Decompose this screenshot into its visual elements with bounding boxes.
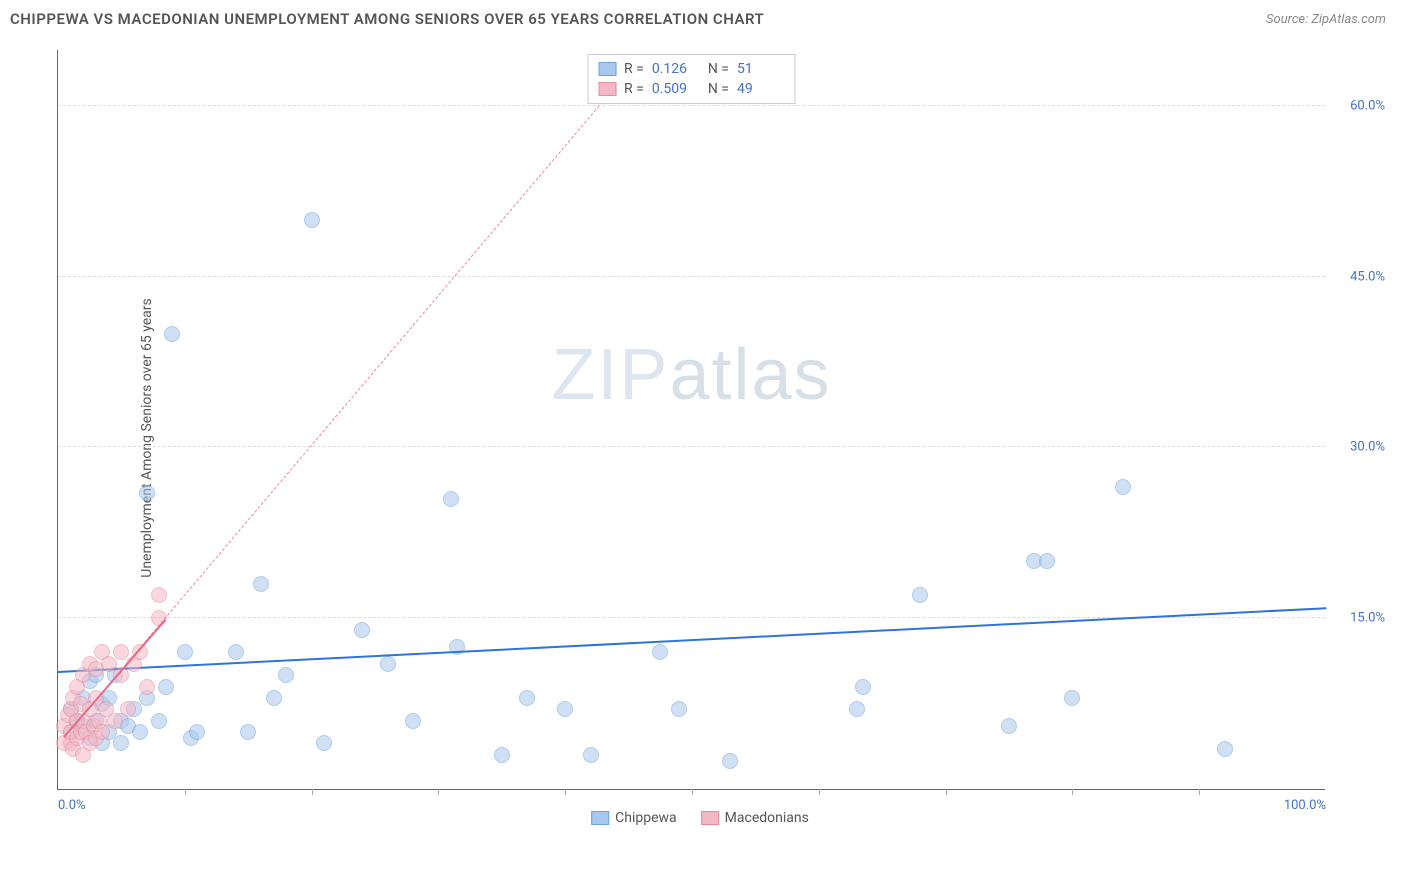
chart-title: CHIPPEWA VS MACEDONIAN UNEMPLOYMENT AMON… <box>10 10 764 28</box>
legend-r-value: 0.509 <box>652 81 700 97</box>
x-tick <box>438 789 439 795</box>
x-tick <box>946 789 947 795</box>
chart-header: CHIPPEWA VS MACEDONIAN UNEMPLOYMENT AMON… <box>0 0 1406 36</box>
y-tick-label: 30.0% <box>1330 440 1385 455</box>
gridline-horizontal <box>58 105 1325 106</box>
x-tick <box>819 789 820 795</box>
data-point <box>1064 690 1080 706</box>
data-point <box>519 690 535 706</box>
data-point <box>855 679 871 695</box>
data-point <box>316 735 332 751</box>
legend-n-label: N = <box>708 61 729 77</box>
chart-container: Unemployment Among Seniors over 65 years… <box>45 48 1355 828</box>
data-point <box>177 644 193 660</box>
data-point <box>266 690 282 706</box>
legend-item-macedonians: Macedonians <box>701 810 809 826</box>
data-point <box>443 491 459 507</box>
data-point <box>94 724 110 740</box>
legend-n-label: N = <box>708 81 729 97</box>
legend-r-value: 0.126 <box>652 61 700 77</box>
legend-stats-row: R = 0.126 N = 51 <box>598 59 785 79</box>
data-point <box>405 713 421 729</box>
chart-source: Source: ZipAtlas.com <box>1266 12 1386 27</box>
data-point <box>912 587 928 603</box>
x-tick <box>565 789 566 795</box>
data-point <box>164 326 180 342</box>
data-point <box>849 701 865 717</box>
data-point <box>494 747 510 763</box>
data-point <box>253 576 269 592</box>
legend-r-label: R = <box>624 81 644 97</box>
data-point <box>1039 553 1055 569</box>
gridline-horizontal <box>58 446 1325 447</box>
legend-item-chippewa: Chippewa <box>591 810 677 826</box>
legend-series: Chippewa Macedonians <box>591 810 809 826</box>
legend-swatch-macedonians <box>701 811 719 825</box>
data-point <box>113 735 129 751</box>
legend-label: Macedonians <box>725 810 809 826</box>
data-point <box>304 212 320 228</box>
y-tick-label: 60.0% <box>1330 98 1385 113</box>
data-point <box>557 701 573 717</box>
data-point <box>151 587 167 603</box>
data-point <box>1115 479 1131 495</box>
legend-stats: R = 0.126 N = 51 R = 0.509 N = 49 <box>587 54 796 104</box>
data-point <box>722 753 738 769</box>
legend-n-value: 49 <box>737 81 785 97</box>
legend-r-label: R = <box>624 61 644 77</box>
data-point <box>1001 718 1017 734</box>
data-point <box>228 644 244 660</box>
watermark-text-a: ZIP <box>551 335 669 415</box>
x-tick <box>692 789 693 795</box>
legend-swatch-chippewa <box>598 62 616 76</box>
gridline-horizontal <box>58 276 1325 277</box>
data-point <box>107 713 123 729</box>
data-point <box>120 701 136 717</box>
watermark-text-b: atlas <box>669 335 831 415</box>
legend-label: Chippewa <box>615 810 677 826</box>
legend-swatch-chippewa <box>591 811 609 825</box>
data-point <box>278 667 294 683</box>
x-tick <box>1072 789 1073 795</box>
legend-swatch-macedonians <box>598 82 616 96</box>
x-tick-label-min: 0.0% <box>58 798 86 813</box>
data-point <box>139 485 155 501</box>
data-point <box>1217 741 1233 757</box>
watermark: ZIPatlas <box>551 334 831 416</box>
data-point <box>139 679 155 695</box>
data-point <box>583 747 599 763</box>
legend-stats-row: R = 0.509 N = 49 <box>598 79 785 99</box>
data-point <box>151 713 167 729</box>
data-point <box>652 644 668 660</box>
y-tick-label: 15.0% <box>1330 611 1385 626</box>
data-point <box>354 622 370 638</box>
data-point <box>380 656 396 672</box>
data-point <box>132 724 148 740</box>
x-tick <box>185 789 186 795</box>
data-point <box>671 701 687 717</box>
x-tick <box>1199 789 1200 795</box>
data-point <box>158 679 174 695</box>
x-tick-label-max: 100.0% <box>1284 798 1326 813</box>
plot-area: ZIPatlas R = 0.126 N = 51 R = 0.509 N = … <box>57 50 1325 790</box>
y-tick-label: 45.0% <box>1330 269 1385 284</box>
legend-n-value: 51 <box>737 61 785 77</box>
data-point <box>240 724 256 740</box>
x-tick <box>312 789 313 795</box>
data-point <box>189 724 205 740</box>
